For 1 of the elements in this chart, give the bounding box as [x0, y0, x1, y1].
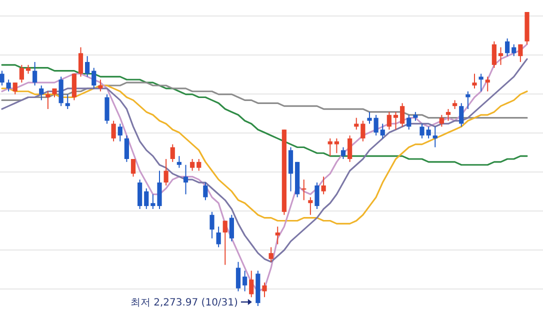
annotation: 최저 2,273.97 (10/31): [130, 298, 238, 308]
